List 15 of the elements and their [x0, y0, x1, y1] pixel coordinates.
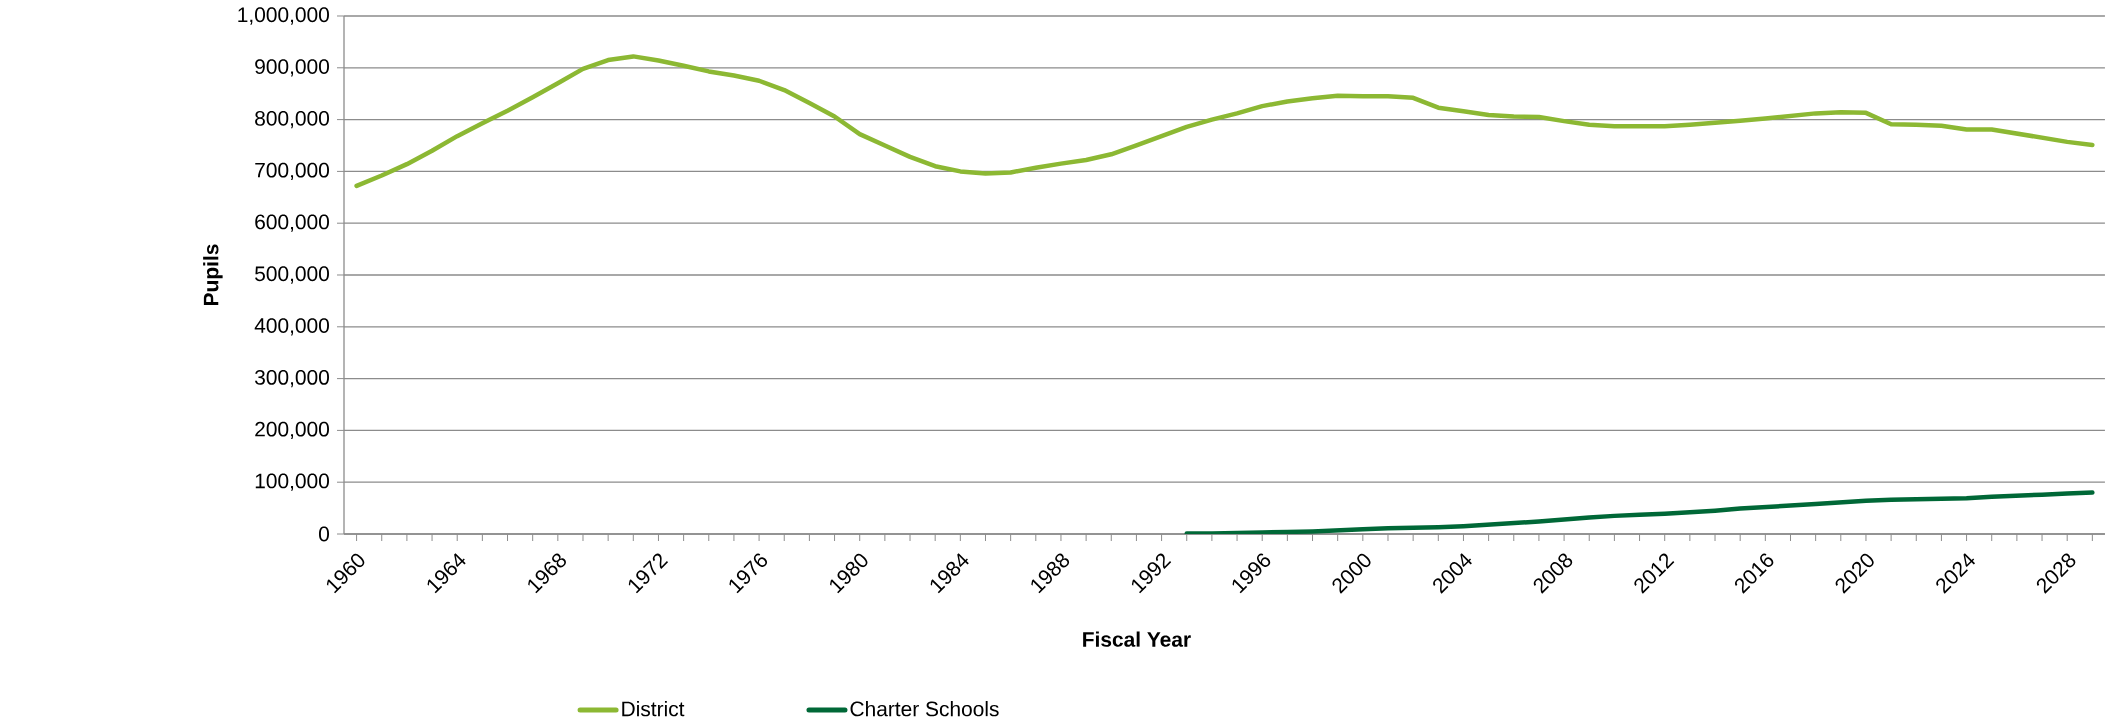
y-tick-label: 100,000	[255, 473, 329, 491]
legend-label: District	[622, 700, 685, 717]
legend-label: Charter Schools	[850, 700, 999, 717]
y-tick-label: 700,000	[255, 162, 329, 181]
y-tick-label: 300,000	[255, 369, 329, 388]
y-tick-label: 400,000	[254, 318, 329, 336]
y-tick-label: 0	[319, 526, 330, 542]
y-tick-label: 900,000	[255, 59, 329, 77]
y-tick-label: 500,000	[255, 266, 329, 284]
x-axis-title: Fiscal Year	[1083, 631, 1191, 647]
y-axis-title: Pupils	[203, 244, 223, 305]
y-tick-label: 200,000	[255, 421, 329, 440]
y-tick-label: 600,000	[255, 214, 329, 232]
y-tick-label: 1,000,000	[238, 7, 329, 25]
y-tick-label: 800,000	[255, 110, 329, 129]
